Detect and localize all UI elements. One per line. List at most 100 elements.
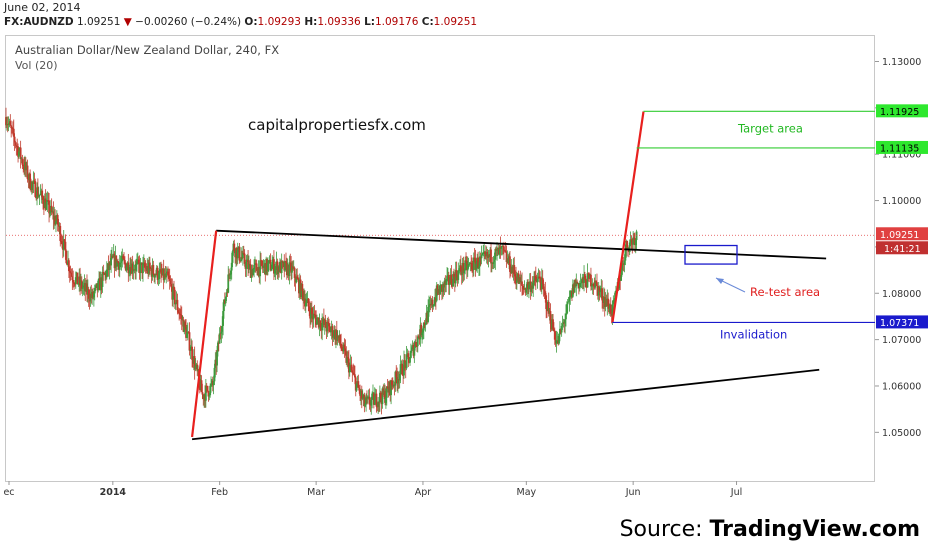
candle-body bbox=[33, 180, 36, 182]
candle-body bbox=[424, 324, 427, 326]
candle-body bbox=[194, 365, 197, 370]
candle-body bbox=[172, 286, 175, 300]
candle-body bbox=[284, 261, 287, 271]
candle-body bbox=[536, 278, 539, 283]
candle-body bbox=[324, 319, 327, 328]
candle-body bbox=[154, 274, 156, 278]
candle-body bbox=[468, 263, 471, 265]
candle-body bbox=[229, 270, 232, 275]
candle-body bbox=[12, 128, 15, 137]
candle-body bbox=[575, 281, 578, 287]
candle-body bbox=[329, 330, 332, 333]
candle-body bbox=[193, 356, 196, 370]
candle-body bbox=[184, 321, 187, 327]
candle-body bbox=[596, 282, 598, 287]
candle-body bbox=[45, 201, 48, 210]
candle-body bbox=[288, 262, 291, 277]
candle-body bbox=[196, 364, 199, 372]
candle-body bbox=[594, 280, 597, 288]
candle-body bbox=[395, 371, 398, 378]
candle-body bbox=[335, 330, 338, 341]
candle-body bbox=[579, 283, 582, 284]
candle-body bbox=[598, 287, 601, 293]
candle-body bbox=[439, 284, 442, 295]
candle-body bbox=[505, 252, 508, 263]
candle-body bbox=[528, 284, 530, 290]
candle-body bbox=[462, 262, 465, 274]
candle-body bbox=[125, 266, 128, 271]
candle-body bbox=[200, 380, 203, 393]
candle-body bbox=[185, 326, 187, 338]
volume-indicator-label[interactable]: Vol (20) bbox=[15, 59, 58, 72]
candle-body bbox=[21, 158, 24, 165]
candle-body bbox=[149, 268, 152, 270]
candle-body bbox=[191, 346, 193, 360]
countdown-label: 1:41:21 bbox=[884, 244, 921, 255]
candles bbox=[5, 107, 638, 415]
candle-body bbox=[390, 380, 392, 396]
candle-body bbox=[148, 262, 151, 269]
x-tick-label: Jun bbox=[625, 487, 641, 498]
candle-body bbox=[567, 301, 570, 303]
candle-body bbox=[144, 267, 147, 269]
y-tick-label: 1.13000 bbox=[882, 57, 921, 68]
candle-body bbox=[139, 262, 142, 274]
candle-body bbox=[397, 378, 399, 384]
candle-body bbox=[592, 283, 595, 287]
candle-body bbox=[30, 182, 33, 191]
candle-body bbox=[421, 332, 423, 336]
candle-body bbox=[472, 257, 475, 270]
candle-body bbox=[19, 147, 22, 160]
candle-body bbox=[375, 393, 378, 407]
candle-body bbox=[208, 395, 211, 397]
candle-body bbox=[80, 280, 83, 289]
candle-body bbox=[482, 252, 485, 255]
candle-body bbox=[267, 260, 270, 264]
close-value: 1.09251 bbox=[433, 16, 478, 28]
candle-body bbox=[538, 276, 541, 279]
candle-body bbox=[18, 151, 20, 157]
candle-body bbox=[353, 373, 355, 375]
candle-body bbox=[73, 282, 75, 284]
candle-body bbox=[74, 283, 76, 285]
candle-body bbox=[136, 261, 138, 264]
candle-body bbox=[620, 274, 622, 281]
candle-body bbox=[219, 333, 222, 335]
candle-body bbox=[481, 254, 484, 255]
x-tick-label: May bbox=[517, 487, 537, 498]
symbol-label[interactable]: FX:AUDNZD bbox=[4, 16, 74, 28]
candle-body bbox=[82, 285, 85, 288]
chart-date: June 02, 2014 bbox=[4, 1, 81, 14]
candle-body bbox=[358, 387, 361, 391]
watermark-text: capitalpropertiesfx.com bbox=[248, 116, 426, 134]
candle-body bbox=[170, 283, 173, 288]
candle-body bbox=[415, 341, 417, 347]
candle-body bbox=[578, 283, 581, 289]
candle-body bbox=[341, 346, 343, 350]
candle-body bbox=[413, 347, 416, 356]
candle-body bbox=[173, 289, 176, 305]
chart-pane[interactable] bbox=[5, 35, 875, 482]
candle-body bbox=[93, 288, 96, 294]
trendline-lower bbox=[191, 368, 820, 441]
candle-body bbox=[539, 278, 542, 283]
candle-body bbox=[329, 326, 331, 333]
candle-body bbox=[70, 272, 73, 277]
candle-body bbox=[289, 262, 292, 264]
candle-body bbox=[13, 136, 16, 143]
candle-body bbox=[71, 276, 74, 281]
level-price-tag bbox=[876, 104, 928, 118]
candle-body bbox=[328, 323, 330, 327]
candle-body bbox=[409, 350, 412, 358]
candle-body bbox=[6, 124, 9, 125]
candle-body bbox=[457, 270, 460, 281]
candle-body bbox=[455, 270, 458, 278]
candle-body bbox=[321, 323, 324, 331]
candle-body bbox=[503, 246, 505, 251]
candle-body bbox=[110, 257, 112, 266]
candle-body bbox=[361, 397, 364, 399]
candle-body bbox=[62, 239, 65, 250]
level-price-tag bbox=[876, 315, 928, 329]
candle-body bbox=[137, 259, 140, 264]
